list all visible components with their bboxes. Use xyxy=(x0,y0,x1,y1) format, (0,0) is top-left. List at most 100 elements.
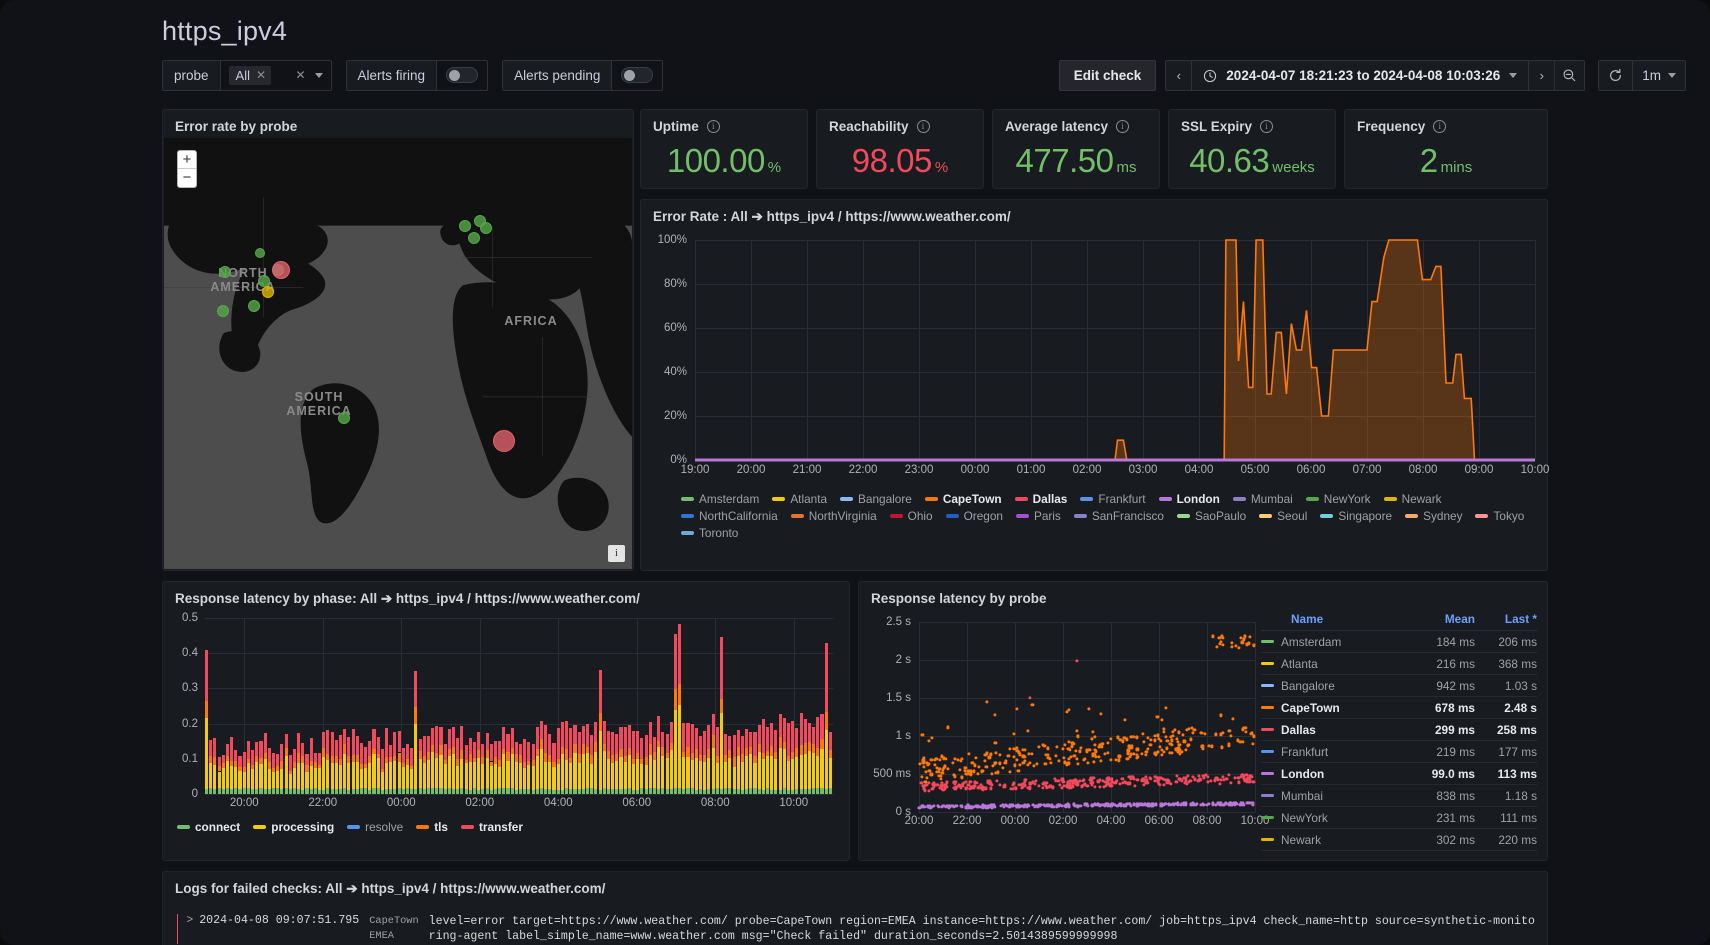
map-probe-marker[interactable] xyxy=(248,300,260,312)
map-probe-marker[interactable] xyxy=(468,232,480,244)
stacked-bar[interactable] xyxy=(213,738,217,794)
stacked-bar[interactable] xyxy=(225,743,229,794)
stacked-bar[interactable] xyxy=(560,722,564,794)
legend-item[interactable]: London xyxy=(1158,492,1220,506)
stacked-bar[interactable] xyxy=(657,715,661,794)
map-probe-marker[interactable] xyxy=(255,248,265,258)
stacked-bar[interactable] xyxy=(644,735,648,794)
stacked-bar[interactable] xyxy=(820,713,824,794)
stacked-bar[interactable] xyxy=(652,737,657,794)
stacked-bar[interactable] xyxy=(514,741,518,794)
stacked-bar[interactable] xyxy=(477,731,481,794)
stacked-bar[interactable] xyxy=(523,738,527,794)
stacked-bar[interactable] xyxy=(385,727,389,794)
stacked-bar[interactable] xyxy=(539,720,543,794)
table-row[interactable]: Newark 302 ms 220 ms xyxy=(1261,829,1537,851)
stacked-bar[interactable] xyxy=(724,733,728,794)
stacked-bar[interactable] xyxy=(766,726,770,794)
stacked-bar[interactable] xyxy=(665,733,669,794)
stacked-bar[interactable] xyxy=(707,725,711,794)
stacked-bar[interactable] xyxy=(481,744,485,794)
edit-check-button[interactable]: Edit check xyxy=(1058,60,1157,91)
stacked-bar[interactable] xyxy=(338,735,343,794)
table-row[interactable]: CapeTown 678 ms 2.48 s xyxy=(1261,697,1537,719)
stacked-bar[interactable] xyxy=(615,734,619,794)
stacked-bar[interactable] xyxy=(221,755,225,794)
log-entry[interactable]: > 2024-04-08 09:07:51.795 CapeTown EMEA … xyxy=(177,914,1535,944)
stacked-bar[interactable] xyxy=(460,725,464,794)
stacked-bar[interactable] xyxy=(368,741,372,794)
stacked-bar[interactable] xyxy=(694,727,698,794)
stacked-bar[interactable] xyxy=(590,734,594,794)
legend-item[interactable]: Ohio xyxy=(889,509,933,523)
stacked-bar[interactable] xyxy=(606,730,610,794)
probe-selected-pill[interactable]: All ✕ xyxy=(228,65,272,85)
stacked-bar[interactable] xyxy=(242,752,246,794)
map-attribution-icon[interactable]: i xyxy=(608,545,625,562)
stacked-bar[interactable] xyxy=(745,729,749,794)
stacked-bar[interactable] xyxy=(602,721,606,794)
stacked-bar[interactable] xyxy=(690,724,694,794)
legend-item[interactable]: Sydney xyxy=(1405,509,1462,523)
table-row[interactable]: Atlanta 216 ms 368 ms xyxy=(1261,653,1537,675)
stacked-bar[interactable] xyxy=(669,722,673,794)
stacked-bar[interactable] xyxy=(686,722,690,794)
map-probe-marker[interactable] xyxy=(219,266,231,278)
alerts-firing-toggle[interactable]: Alerts firing xyxy=(345,59,489,91)
stacked-bar[interactable] xyxy=(309,737,313,794)
stacked-bar[interactable] xyxy=(439,727,443,794)
stacked-bar[interactable] xyxy=(414,671,418,794)
stacked-bar[interactable] xyxy=(791,721,795,794)
stacked-bar[interactable] xyxy=(246,740,250,794)
phase-plot[interactable]: 0 0.1 0.2 0.3 0.4 0.5 20:00 22:00 00:00 02:00 04:0… xyxy=(173,612,839,814)
probe-table-header[interactable]: Name Mean Last * xyxy=(1261,612,1537,631)
legend-item[interactable]: SanFrancisco xyxy=(1073,509,1164,523)
stacked-bar[interactable] xyxy=(443,743,447,794)
stacked-bar[interactable] xyxy=(301,742,305,794)
stacked-bar[interactable] xyxy=(284,733,288,794)
table-row[interactable]: Bangalore 942 ms 1.03 s xyxy=(1261,675,1537,697)
stacked-bar[interactable] xyxy=(464,745,468,794)
legend-item[interactable]: Dallas xyxy=(1014,492,1067,506)
stacked-bar[interactable] xyxy=(828,732,832,794)
stacked-bar[interactable] xyxy=(740,736,744,794)
stacked-bar[interactable] xyxy=(347,736,351,794)
stacked-bar[interactable] xyxy=(447,728,451,794)
legend-item[interactable]: Singapore xyxy=(1320,509,1392,523)
stacked-bar[interactable] xyxy=(623,727,627,794)
time-prev-button[interactable]: ‹ xyxy=(1165,60,1192,91)
stacked-bar[interactable] xyxy=(795,727,799,794)
legend-item[interactable]: Toronto xyxy=(681,526,738,540)
error-rate-plot[interactable]: 0% 20% 40% 60% 80% 100% 19:00 20:00 21:00 22:00 23… xyxy=(653,232,1550,482)
col-mean[interactable]: Mean xyxy=(1444,612,1475,626)
col-name[interactable]: Name xyxy=(1291,612,1324,626)
table-row[interactable]: Amsterdam 184 ms 206 ms xyxy=(1261,631,1537,653)
stacked-bar[interactable] xyxy=(343,728,347,794)
legend-item[interactable]: Newark xyxy=(1383,492,1442,506)
stacked-bar[interactable] xyxy=(673,633,677,794)
stacked-bar[interactable] xyxy=(217,756,221,794)
legend-item[interactable]: transfer xyxy=(460,820,523,834)
stacked-bar[interactable] xyxy=(493,740,497,794)
stacked-bar[interactable] xyxy=(255,741,259,794)
stacked-bar[interactable] xyxy=(288,755,292,794)
stacked-bar[interactable] xyxy=(594,722,598,794)
stacked-bar[interactable] xyxy=(351,729,355,794)
stacked-bar[interactable] xyxy=(619,727,623,794)
stacked-bar[interactable] xyxy=(812,727,816,794)
map-probe-marker[interactable] xyxy=(272,261,290,279)
stacked-bar[interactable] xyxy=(774,729,778,794)
refresh-interval-picker[interactable]: 1m xyxy=(1632,60,1686,91)
stacked-bar[interactable] xyxy=(736,729,740,794)
stacked-bar[interactable] xyxy=(682,723,686,794)
stacked-bar[interactable] xyxy=(803,719,807,794)
stacked-bar[interactable] xyxy=(770,722,774,794)
stacked-bar[interactable] xyxy=(280,744,284,794)
legend-item[interactable]: NorthCalifornia xyxy=(681,509,778,523)
stacked-bar[interactable] xyxy=(205,650,209,794)
stacked-bar[interactable] xyxy=(699,735,703,794)
legend-item[interactable]: Bangalore xyxy=(840,492,912,506)
stacked-bar[interactable] xyxy=(799,712,803,794)
table-row[interactable]: Frankfurt 219 ms 177 ms xyxy=(1261,741,1537,763)
